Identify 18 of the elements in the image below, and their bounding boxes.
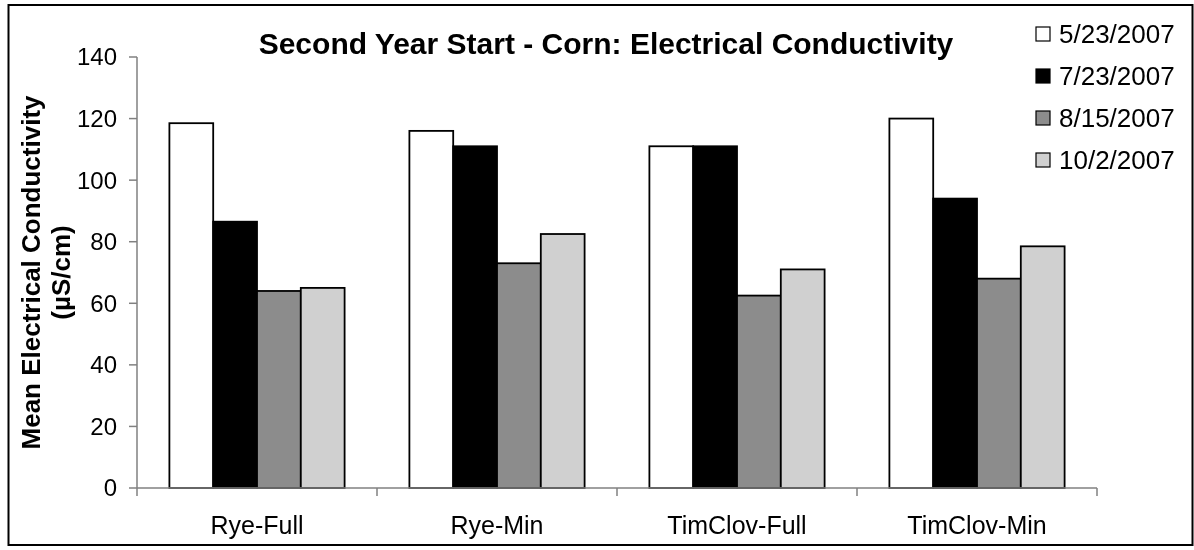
x-tick-label: Rye-Full: [210, 511, 304, 539]
legend-label: 5/23/2007: [1059, 19, 1175, 50]
legend-label: 7/23/2007: [1059, 61, 1175, 92]
legend-label: 10/2/2007: [1059, 145, 1175, 176]
y-tick-label: 120: [76, 104, 117, 132]
y-tick-label: 140: [76, 43, 117, 71]
x-tick-label: TimClov-Min: [907, 511, 1047, 539]
legend-label: 8/15/2007: [1059, 103, 1175, 134]
y-tick-label: 80: [90, 228, 117, 256]
y-tick-label: 20: [90, 412, 117, 440]
x-tick-label: TimClov-Full: [667, 511, 807, 539]
y-tick-label: 0: [103, 474, 117, 502]
chart-title: Second Year Start - Corn: Electrical Conductivity: [258, 27, 954, 60]
y-tick-label: 60: [90, 289, 117, 317]
y-tick-label: 100: [76, 166, 117, 194]
y-tick-label: 40: [90, 351, 117, 379]
y-axis-title: Mean Electrical Conductivity (µS/cm): [16, 94, 76, 450]
x-tick-label: Rye-Min: [450, 511, 544, 539]
